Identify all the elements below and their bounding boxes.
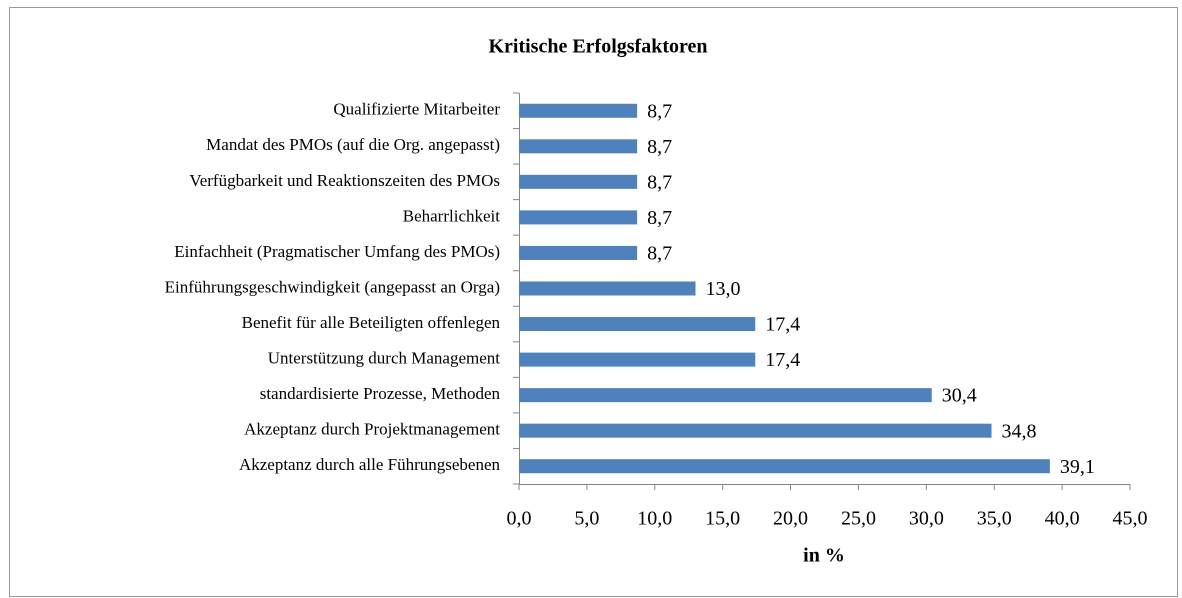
bar: [519, 423, 992, 438]
y-tick-label: Benefit für alle Beteiligten offenlegen: [242, 313, 501, 332]
value-label: 34,8: [1002, 420, 1037, 442]
bar: [519, 245, 638, 260]
bar: [519, 388, 932, 403]
x-tick-label: 0,0: [507, 508, 532, 530]
y-tick-label: Akzeptanz durch Projektmanagement: [244, 420, 500, 439]
bar: [519, 317, 756, 332]
value-label: 8,7: [647, 207, 672, 229]
y-tick-label: Qualifizierte Mitarbeiter: [333, 100, 500, 119]
bar: [519, 174, 638, 189]
value-label: 8,7: [647, 136, 672, 158]
y-tick-label: Einführungsgeschwindigkeit (angepasst an…: [165, 277, 500, 296]
value-label: 8,7: [647, 243, 672, 265]
value-label: 17,4: [765, 349, 800, 371]
y-tick-label: Einfachheit (Pragmatischer Umfang des PM…: [174, 242, 500, 261]
y-tick-label: Mandat des PMOs (auf die Org. angepasst): [206, 135, 500, 154]
x-axis-title: in %: [803, 545, 845, 567]
x-tick-label: 30,0: [909, 508, 944, 530]
bar: [519, 459, 1050, 474]
y-tick-label: Verfügbarkeit und Reaktionszeiten des PM…: [189, 171, 500, 190]
y-tick-label: Unterstützung durch Management: [268, 348, 501, 367]
bar: [519, 281, 696, 296]
y-tick-label: Akzeptanz durch alle Führungsebenen: [239, 455, 501, 474]
y-tick-label: Beharrlichkeit: [403, 206, 501, 225]
value-label: 39,1: [1060, 456, 1095, 478]
value-label: 13,0: [706, 278, 741, 300]
bar: [519, 103, 638, 118]
x-tick-label: 35,0: [977, 508, 1012, 530]
value-label: 17,4: [765, 314, 800, 336]
x-tick-label: 40,0: [1045, 508, 1080, 530]
bar: [519, 139, 638, 154]
x-tick-label: 20,0: [773, 508, 808, 530]
value-label: 8,7: [647, 171, 672, 193]
x-tick-label: 15,0: [705, 508, 740, 530]
bar: [519, 352, 756, 367]
x-tick-label: 25,0: [841, 508, 876, 530]
value-label: 8,7: [647, 100, 672, 122]
value-label: 30,4: [942, 385, 977, 407]
x-tick-label: 10,0: [637, 508, 672, 530]
bar: [519, 210, 638, 225]
chart-title: Kritische Erfolgsfaktoren: [488, 36, 707, 58]
x-tick-label: 5,0: [574, 508, 599, 530]
x-tick-label: 45,0: [1113, 508, 1148, 530]
y-tick-label: standardisierte Prozesse, Methoden: [260, 384, 501, 403]
